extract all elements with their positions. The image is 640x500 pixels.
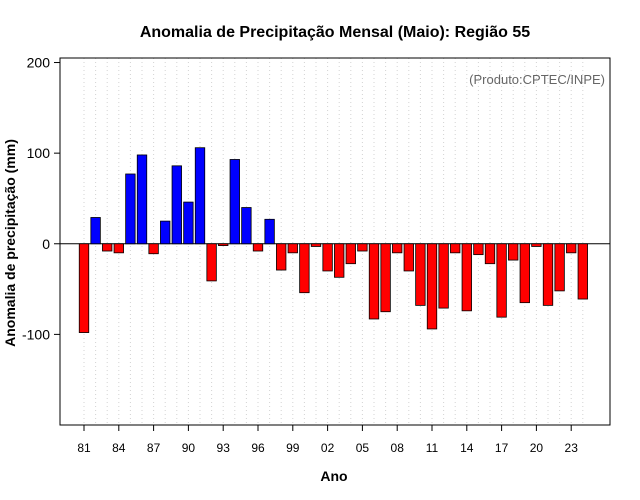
bar-2001 xyxy=(310,243,322,247)
bar-2017 xyxy=(496,243,507,318)
bar-2000 xyxy=(299,243,310,294)
x-tick-label-2: 87 xyxy=(147,441,161,455)
x-tick-label-1: 84 xyxy=(112,441,126,455)
chart-title: Anomalia de Precipitação Mensal (Maio): … xyxy=(140,24,530,41)
x-tick-label-11: 14 xyxy=(460,441,474,455)
bar-2005 xyxy=(357,243,368,252)
bar-2023 xyxy=(566,243,577,254)
bar-2003 xyxy=(334,243,345,278)
bar-2016 xyxy=(484,243,496,265)
bar-1999 xyxy=(287,243,298,254)
bar-2013 xyxy=(450,243,461,254)
bar-2024 xyxy=(577,243,588,300)
x-tick-label-6: 99 xyxy=(286,441,300,455)
bar-2012 xyxy=(438,243,449,309)
bar-1984 xyxy=(113,243,124,254)
x-tick-label-12: 17 xyxy=(495,441,509,455)
bar-1988 xyxy=(160,220,171,245)
bar-1990 xyxy=(183,201,194,245)
bar-2022 xyxy=(554,243,565,292)
source-annotation: (Produto:CPTEC/INPE) xyxy=(469,72,605,87)
bar-2002 xyxy=(322,243,333,272)
bar-1981 xyxy=(78,243,90,333)
bar-2008 xyxy=(392,243,403,254)
y-axis-title: Anomalia de precipitação (mm) xyxy=(2,139,18,347)
x-tick-label-5: 96 xyxy=(251,441,265,455)
bar-1992 xyxy=(206,243,217,282)
x-tick-label-4: 93 xyxy=(217,441,231,455)
bar-2020 xyxy=(531,243,542,247)
plot-frame xyxy=(59,57,611,426)
x-tick-label-13: 20 xyxy=(530,441,544,455)
x-tick-label-7: 02 xyxy=(321,441,335,455)
bar-2018 xyxy=(508,243,519,261)
bar-1993 xyxy=(218,243,229,246)
bar-1997 xyxy=(264,218,275,245)
bar-1986 xyxy=(136,154,148,245)
x-tick-label-9: 08 xyxy=(391,441,405,455)
bar-1982 xyxy=(90,217,101,245)
x-tick-label-0: 81 xyxy=(77,441,91,455)
y-tick-label-3: 200 xyxy=(27,55,51,71)
bar-2009 xyxy=(403,243,414,272)
bar-2015 xyxy=(473,243,484,256)
y-axis: -100 0 100 200 xyxy=(22,55,60,342)
grid-lines xyxy=(83,58,584,425)
bar-2004 xyxy=(345,243,356,265)
y-tick-label-1: 0 xyxy=(42,236,50,252)
bar-1985 xyxy=(125,173,136,245)
x-axis-title: Ano xyxy=(320,468,347,484)
bar-2011 xyxy=(426,243,438,330)
bars xyxy=(78,147,588,333)
x-tick-label-10: 11 xyxy=(426,441,439,455)
x-tick-label-14: 23 xyxy=(565,441,579,455)
bar-1989 xyxy=(171,165,182,245)
bar-2006 xyxy=(368,243,380,320)
bar-1983 xyxy=(102,243,113,252)
bar-1996 xyxy=(252,243,264,252)
bar-2021 xyxy=(542,243,554,306)
bar-2019 xyxy=(519,243,530,304)
bar-2007 xyxy=(380,243,391,313)
y-tick-label-2: 100 xyxy=(27,145,51,161)
bar-2010 xyxy=(415,243,426,306)
x-axis: 81 84 87 90 93 96 99 02 05 08 11 14 17 20 23 xyxy=(77,425,578,455)
bar-1987 xyxy=(148,243,159,255)
bar-1994 xyxy=(229,159,240,245)
x-tick-label-8: 05 xyxy=(356,441,370,455)
bar-1998 xyxy=(276,243,287,271)
bar-1995 xyxy=(241,207,252,245)
bar-2014 xyxy=(461,243,472,312)
bar-1991 xyxy=(194,147,206,245)
y-tick-label-0: -100 xyxy=(22,326,50,342)
x-tick-label-3: 90 xyxy=(182,441,196,455)
